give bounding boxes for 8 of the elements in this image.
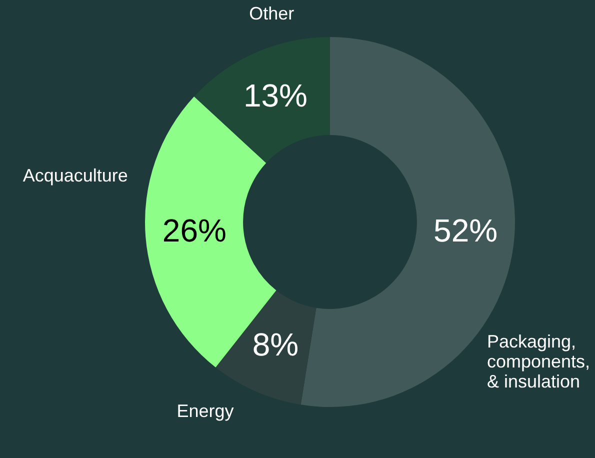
data-label: 8% xyxy=(252,326,299,362)
slice-label: Other xyxy=(249,3,294,24)
slice-label: Packaging, components, & insulation xyxy=(486,331,590,392)
slice-label: Acquaculture xyxy=(22,166,128,186)
data-label: 26% xyxy=(162,212,226,249)
slice-label: Energy xyxy=(176,400,234,421)
data-label: 52% xyxy=(434,212,498,249)
data-label: 13% xyxy=(243,77,308,114)
